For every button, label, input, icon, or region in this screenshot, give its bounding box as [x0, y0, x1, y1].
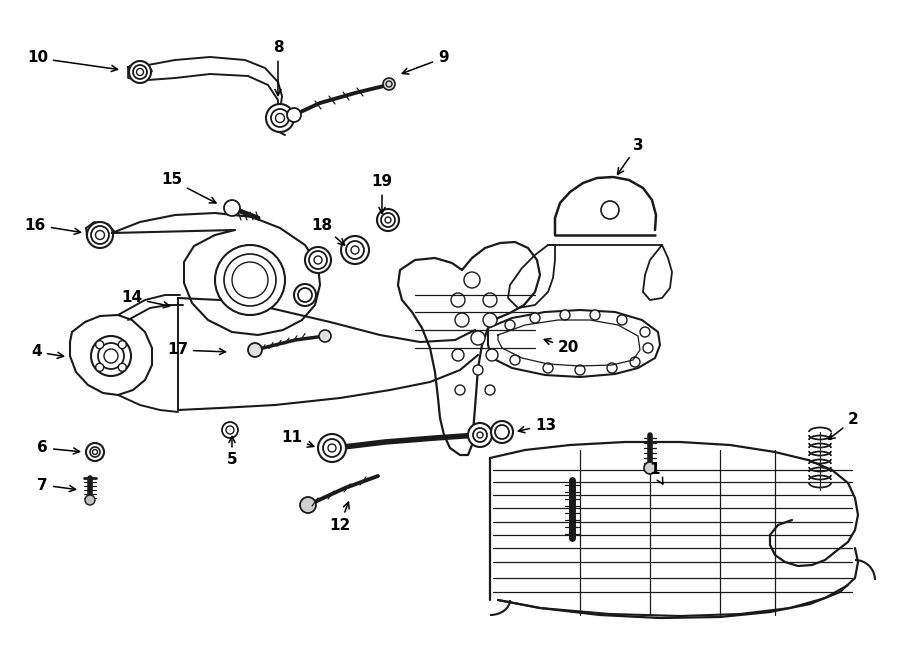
- Circle shape: [129, 61, 151, 83]
- Circle shape: [464, 272, 480, 288]
- Circle shape: [630, 357, 640, 367]
- Circle shape: [471, 331, 485, 345]
- Circle shape: [483, 313, 497, 327]
- Text: 4: 4: [32, 344, 64, 360]
- Polygon shape: [508, 245, 555, 308]
- Circle shape: [319, 330, 331, 342]
- Circle shape: [451, 293, 465, 307]
- Circle shape: [452, 349, 464, 361]
- Text: 3: 3: [617, 137, 644, 175]
- Circle shape: [87, 222, 113, 248]
- Polygon shape: [643, 245, 672, 300]
- Circle shape: [643, 343, 653, 353]
- Circle shape: [530, 313, 540, 323]
- Polygon shape: [86, 222, 114, 243]
- Circle shape: [95, 364, 104, 371]
- Circle shape: [455, 385, 465, 395]
- Circle shape: [468, 423, 492, 447]
- Text: 5: 5: [227, 436, 238, 467]
- Circle shape: [455, 313, 469, 327]
- Circle shape: [305, 247, 331, 273]
- Circle shape: [85, 495, 95, 505]
- Circle shape: [318, 434, 346, 462]
- Circle shape: [473, 365, 483, 375]
- Text: 11: 11: [281, 430, 314, 447]
- Text: 17: 17: [166, 342, 226, 358]
- Text: 16: 16: [25, 217, 81, 235]
- Circle shape: [222, 422, 238, 438]
- Text: 15: 15: [161, 173, 216, 203]
- Circle shape: [215, 245, 285, 315]
- Text: 12: 12: [329, 502, 351, 533]
- Circle shape: [590, 310, 600, 320]
- Circle shape: [607, 363, 617, 373]
- Circle shape: [377, 209, 399, 231]
- Circle shape: [86, 443, 104, 461]
- Circle shape: [266, 104, 294, 132]
- Text: 18: 18: [310, 217, 345, 245]
- Circle shape: [486, 349, 498, 361]
- Circle shape: [95, 340, 104, 349]
- Text: 7: 7: [38, 477, 76, 492]
- Circle shape: [575, 365, 585, 375]
- Circle shape: [294, 284, 316, 306]
- Circle shape: [491, 421, 513, 443]
- Text: 19: 19: [372, 175, 392, 214]
- Text: 10: 10: [27, 50, 118, 71]
- Text: 2: 2: [829, 412, 859, 440]
- Circle shape: [483, 293, 497, 307]
- Circle shape: [118, 364, 126, 371]
- Text: 14: 14: [121, 290, 169, 308]
- Text: 1: 1: [650, 463, 662, 484]
- Text: 9: 9: [402, 50, 448, 74]
- Circle shape: [543, 363, 553, 373]
- Text: 6: 6: [37, 440, 79, 455]
- Text: 20: 20: [544, 338, 580, 356]
- Circle shape: [287, 108, 301, 122]
- Circle shape: [505, 320, 515, 330]
- Circle shape: [341, 236, 369, 264]
- Circle shape: [248, 343, 262, 357]
- Text: 8: 8: [273, 40, 284, 95]
- Circle shape: [510, 355, 520, 365]
- Circle shape: [300, 497, 316, 513]
- Circle shape: [224, 200, 240, 216]
- Circle shape: [485, 385, 495, 395]
- Polygon shape: [112, 213, 320, 335]
- Circle shape: [640, 327, 650, 337]
- Text: 13: 13: [518, 418, 556, 433]
- Circle shape: [617, 315, 627, 325]
- Circle shape: [118, 340, 126, 349]
- Circle shape: [91, 336, 131, 376]
- Polygon shape: [398, 242, 540, 455]
- Circle shape: [644, 462, 656, 474]
- Circle shape: [383, 78, 395, 90]
- Polygon shape: [488, 310, 660, 377]
- Circle shape: [560, 310, 570, 320]
- Polygon shape: [128, 63, 152, 80]
- Polygon shape: [70, 315, 152, 395]
